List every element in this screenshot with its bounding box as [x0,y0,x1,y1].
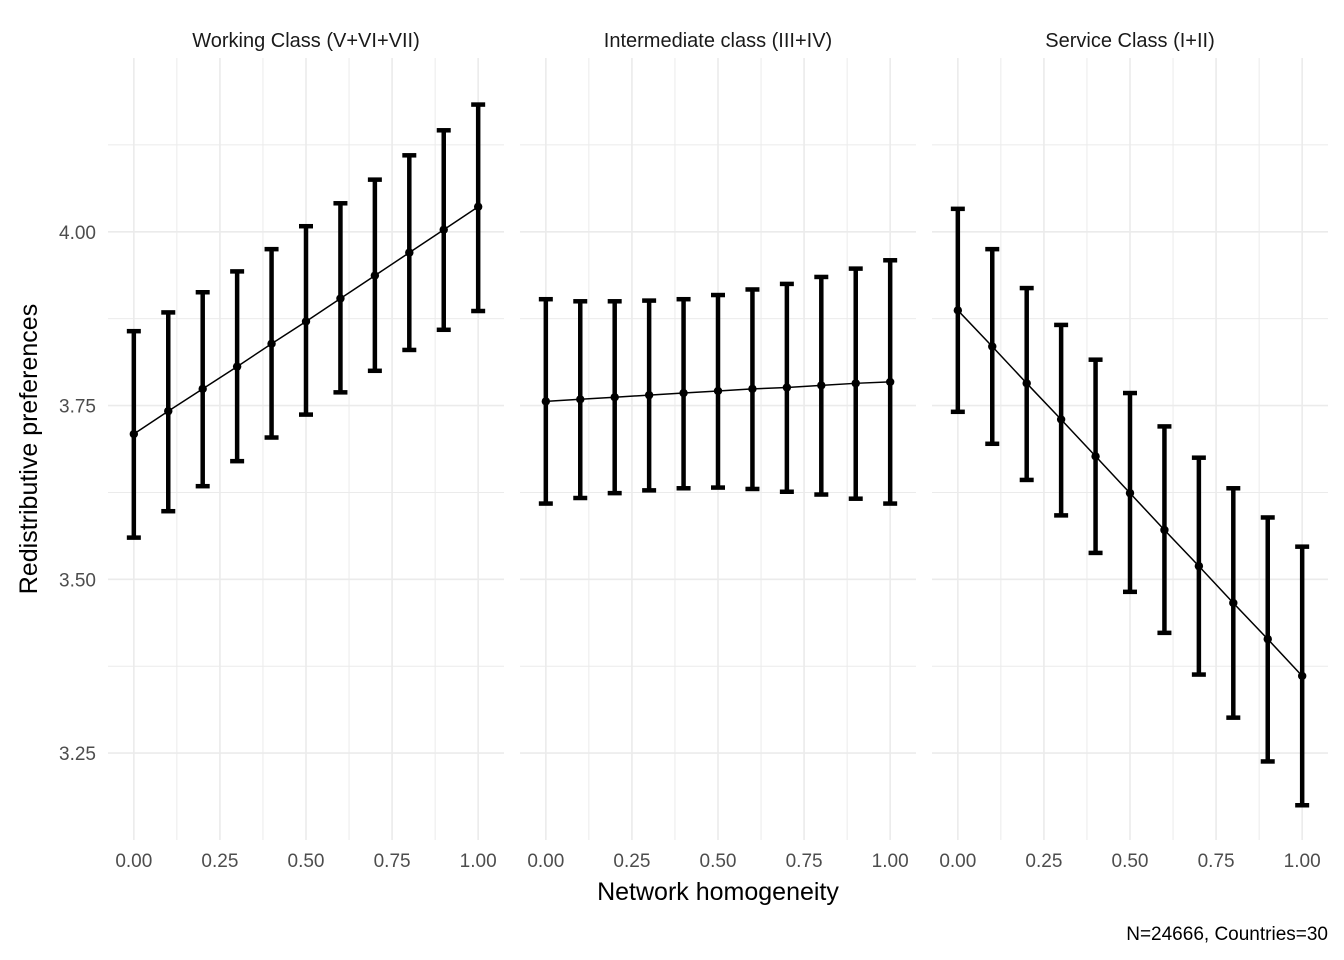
data-point [713,386,723,396]
data-point [1022,379,1031,388]
data-point [1263,634,1272,644]
x-tick-label: 0.75 [374,851,411,872]
data-point [473,202,483,211]
y-tick-label: 3.25 [59,744,96,765]
data-point [1125,488,1135,498]
data-point [988,342,997,351]
data-point [1229,598,1238,608]
x-tick-label: 0.75 [786,851,823,872]
data-point [885,377,895,387]
data-layer [126,102,1310,808]
y-tick-label: 4.00 [59,223,96,244]
data-point [541,397,551,406]
data-point [1056,415,1066,424]
caption: N=24666, Countries=30 [1126,924,1328,945]
panel-title: Intermediate class (III+IV) [604,30,832,52]
x-tick-label: 0.75 [1198,851,1235,872]
data-point [405,248,414,257]
x-tick-label: 0.50 [700,851,737,872]
y-tick-label: 3.75 [59,397,96,418]
data-point [301,317,311,326]
panel-titles: Working Class (V+VI+VII) Intermediate cla… [192,30,1214,52]
x-tick-label: 0.25 [201,851,238,872]
data-point [198,384,207,394]
y-axis-ticks: 3.25 3.50 3.75 4.00 [59,223,96,765]
data-point [953,306,963,315]
x-tick-label: 0.00 [939,851,976,872]
data-point [1160,525,1169,535]
data-point [748,384,757,394]
x-tick-label: 1.00 [460,851,497,872]
data-point [679,388,688,398]
data-point [1194,561,1204,571]
data-point [267,339,276,348]
x-tick-label: 1.00 [872,851,909,872]
data-point [851,379,860,388]
x-tick-label: 0.00 [115,851,152,872]
x-tick-label: 1.00 [1284,851,1321,872]
y-tick-label: 3.50 [59,570,96,591]
data-point [817,381,826,390]
data-point [610,393,619,402]
x-axis-ticks: 0.00 0.25 0.50 0.75 1.00 0.00 0.25 0.50 0.75 1.00… [115,851,1320,872]
y-axis-title: Redistributive preferences [15,304,43,594]
data-point [439,225,448,234]
x-tick-label: 0.50 [1112,851,1149,872]
x-tick-label: 0.25 [1025,851,1062,872]
data-point [129,429,139,439]
data-point [164,406,173,416]
data-point [644,390,654,400]
data-point [232,362,242,371]
data-point [1297,671,1307,681]
data-point [1091,452,1100,461]
panel-title: Service Class (I+II) [1045,30,1214,52]
x-tick-label: 0.00 [527,851,564,872]
data-point [576,395,585,404]
data-point [782,383,792,392]
x-tick-label: 0.25 [613,851,650,872]
x-axis-title: Network homogeneity [597,878,839,906]
panel-title: Working Class (V+VI+VII) [192,30,419,52]
data-point [370,271,380,280]
data-point [336,294,345,303]
x-tick-label: 0.50 [288,851,325,872]
